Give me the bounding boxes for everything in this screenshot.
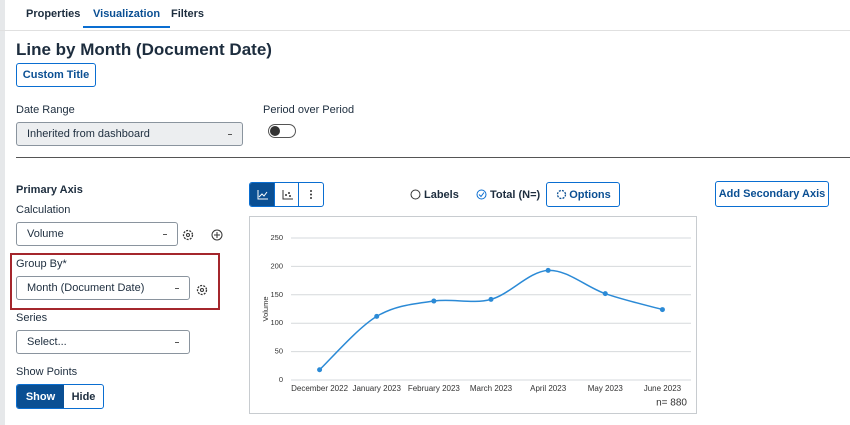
point — [431, 298, 437, 304]
line-chart-button[interactable] — [250, 183, 274, 206]
x-tick-label: May 2023 — [587, 384, 623, 393]
n-label: n= 880 — [656, 398, 687, 409]
segment-active[interactable]: Show — [17, 385, 64, 408]
point — [602, 291, 608, 297]
options-button[interactable]: Options — [546, 182, 620, 207]
calculation-select[interactable]: Volume — [16, 222, 178, 246]
divider — [16, 157, 850, 158]
date-range-select[interactable]: Inherited from dashboard — [16, 122, 243, 146]
field-label: Calculation — [16, 204, 71, 216]
y-tick-label: 100 — [270, 318, 283, 327]
x-tick-label: June 2023 — [643, 384, 682, 393]
x-tick-label: December 2022 — [291, 384, 349, 393]
field-label: Group By* — [16, 258, 67, 270]
segmented-button: Show Hide — [16, 384, 104, 409]
labels-option[interactable]: Labels — [424, 189, 459, 201]
gear-icon[interactable] — [196, 284, 208, 296]
add-secondary-axis-button[interactable]: Add Secondary Axis — [715, 181, 829, 207]
side-handle — [0, 0, 5, 425]
tab-bar: Properties Visualization Filters — [0, 0, 850, 31]
y-tick-label: 50 — [275, 347, 283, 356]
add-icon[interactable] — [211, 229, 223, 241]
tab[interactable]: Properties — [26, 8, 81, 20]
total-option[interactable]: Total (N=) — [490, 189, 541, 201]
chart-container: Volume n= 880 0 50 100 150 200 250 December 2… — [249, 216, 697, 414]
title: Line by Month (Document Date) — [16, 40, 272, 59]
gear-icon — [556, 189, 567, 200]
point — [374, 313, 380, 319]
tab-active[interactable]: Visualization — [83, 0, 171, 28]
highlight-box — [10, 253, 220, 310]
x-tick-label: March 2023 — [469, 384, 513, 393]
x-tick-label: January 2023 — [352, 384, 401, 393]
check-circle[interactable] — [476, 189, 487, 200]
y-axis-label: Volume — [261, 296, 270, 321]
x-tick-label: February 2023 — [407, 384, 460, 393]
scatter-button[interactable] — [273, 183, 299, 206]
x-tick-label: April 2023 — [530, 384, 567, 393]
chart: Volume n= 880 0 50 100 150 200 250 — [261, 233, 691, 409]
chart-type-toolbar — [249, 182, 324, 207]
segment[interactable]: Hide — [71, 390, 96, 403]
y-tick-label: 0 — [279, 375, 283, 384]
section-heading: Primary Axis — [16, 184, 83, 196]
line — [319, 269, 663, 371]
group-by-select[interactable]: Month (Document Date) — [16, 276, 190, 300]
tab[interactable]: Filters — [171, 8, 205, 20]
field-label: Date Range — [16, 104, 75, 116]
point — [659, 307, 665, 313]
point — [488, 296, 494, 302]
more-button[interactable] — [298, 183, 323, 206]
field-label: Period over Period — [263, 104, 355, 116]
y-tick-label: 200 — [270, 261, 283, 270]
toggle[interactable] — [268, 124, 296, 138]
point — [317, 367, 323, 373]
y-tick-label: 150 — [270, 290, 283, 299]
field-label: Show Points — [16, 366, 78, 378]
y-tick-label: 250 — [270, 233, 283, 242]
custom-title-button[interactable]: Custom Title — [16, 63, 96, 87]
gear-icon[interactable] — [182, 229, 194, 241]
field-label: Series — [16, 312, 48, 324]
series-select[interactable]: Select... — [16, 330, 190, 354]
point — [545, 267, 551, 273]
radio[interactable] — [410, 189, 421, 200]
